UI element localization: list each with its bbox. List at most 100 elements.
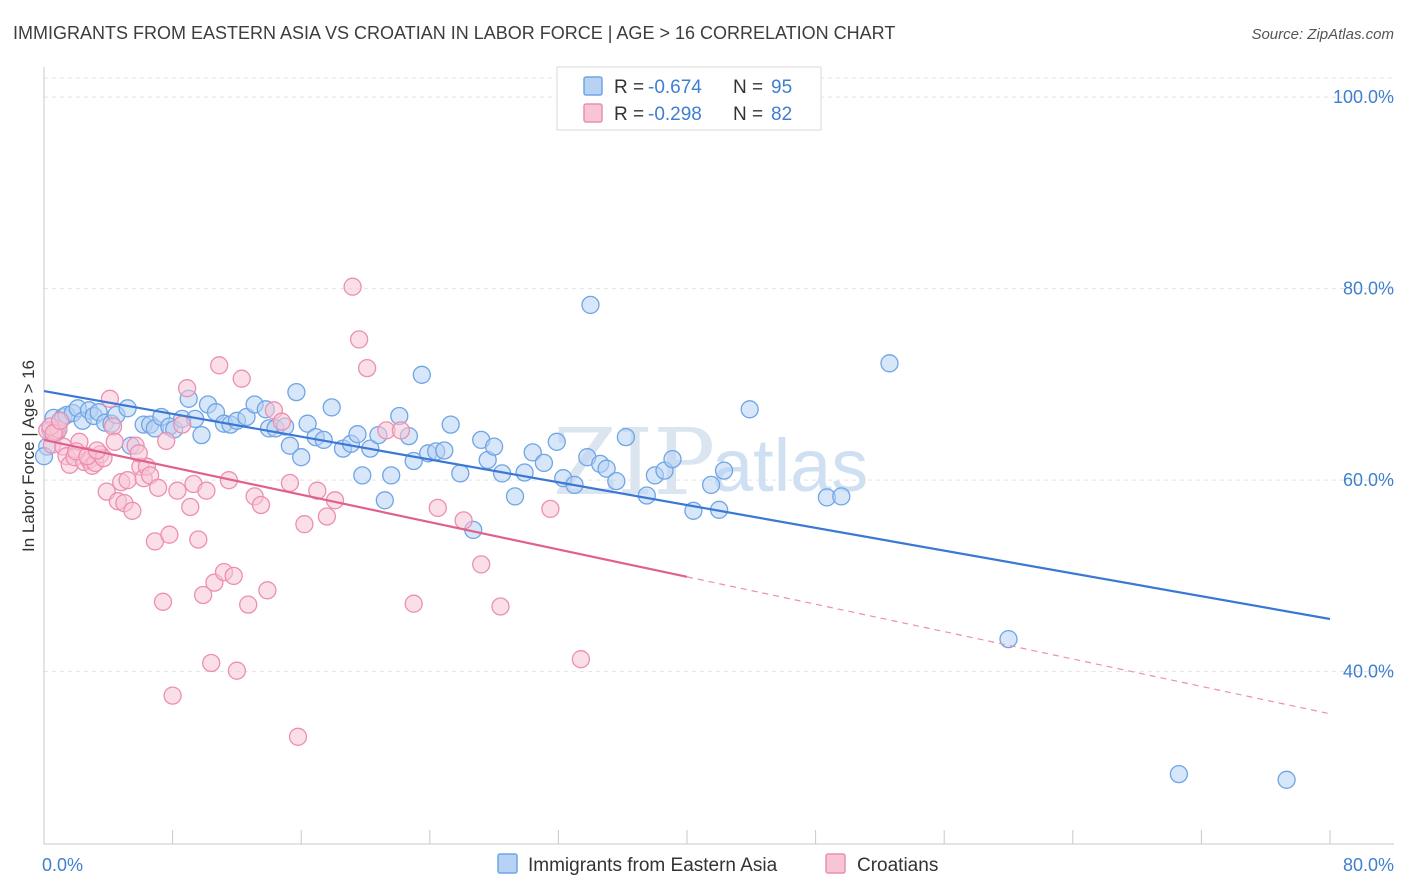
point-eastern-asia — [412, 365, 431, 384]
point-croatians — [163, 686, 182, 705]
point-croatians — [571, 650, 591, 669]
point-eastern-asia — [701, 475, 721, 495]
point-croatians — [454, 511, 473, 530]
point-eastern-asia — [484, 437, 504, 456]
point-croatians — [280, 473, 300, 493]
legend-n-label-eastern-asia: N = — [733, 77, 763, 98]
point-eastern-asia — [534, 453, 554, 473]
point-eastern-asia — [348, 425, 367, 444]
legend-swatch-eastern-asia — [583, 76, 603, 96]
trend-lines — [43, 390, 1331, 715]
legend-n-value-croatians: 82 — [771, 104, 792, 125]
point-croatians — [317, 507, 337, 526]
point-croatians — [181, 497, 200, 517]
point-croatians — [197, 481, 216, 500]
point-croatians — [153, 592, 173, 611]
point-croatians — [343, 277, 362, 296]
point-eastern-asia — [118, 399, 137, 418]
tick-labels: 100.0% 80.0% 60.0% 40.0% 0.0% 80.0% — [42, 87, 1394, 875]
legend-box: R = -0.674 N = 95 R = -0.298 N = 82 — [556, 66, 822, 131]
point-eastern-asia — [280, 436, 300, 455]
point-croatians — [404, 594, 423, 613]
legend-r-value-eastern-asia: -0.674 — [648, 77, 702, 98]
point-croatians — [193, 585, 213, 605]
point-croatians — [123, 501, 142, 520]
x-tick-label: 0.0% — [42, 855, 83, 875]
point-croatians — [391, 421, 411, 440]
point-croatians — [177, 379, 197, 398]
bottom-legend-label-eastern-asia: Immigrants from Eastern Asia — [528, 855, 778, 876]
point-croatians — [239, 595, 258, 614]
bottom-legend-swatch-eastern-asia — [497, 853, 518, 874]
point-croatians — [50, 411, 70, 430]
point-eastern-asia — [607, 471, 626, 491]
legend-r-value-croatians: -0.298 — [648, 104, 702, 125]
y-tick-label: 80.0% — [1343, 279, 1394, 299]
point-eastern-asia — [740, 400, 759, 419]
point-croatians — [357, 358, 377, 378]
point-croatians — [272, 412, 292, 431]
point-croatians — [189, 530, 208, 549]
bottom-legend-swatch-croatians — [825, 853, 846, 874]
point-eastern-asia — [616, 427, 636, 447]
chart-source: Source: ZipAtlas.com — [1251, 26, 1394, 43]
y-tick-label: 100.0% — [1333, 87, 1394, 107]
point-eastern-asia — [505, 487, 525, 506]
point-eastern-asia — [441, 415, 460, 434]
point-croatians — [210, 356, 229, 375]
point-croatians — [288, 727, 308, 746]
trend-line-eastern-asia — [43, 390, 1331, 621]
point-croatians — [105, 432, 124, 451]
point-eastern-asia — [292, 448, 311, 467]
point-croatians — [148, 478, 168, 497]
point-eastern-asia — [832, 487, 851, 506]
point-eastern-asia — [597, 459, 616, 478]
legend-n-value-eastern-asia: 95 — [771, 77, 792, 98]
point-croatians — [258, 581, 277, 600]
x-tick-label: 80.0% — [1343, 855, 1394, 875]
point-eastern-asia — [999, 629, 1018, 649]
point-eastern-asia — [637, 486, 656, 505]
point-eastern-asia — [1169, 764, 1189, 784]
point-croatians — [224, 566, 243, 586]
point-eastern-asia — [880, 354, 899, 373]
point-eastern-asia — [375, 491, 394, 510]
point-eastern-asia — [322, 398, 341, 417]
legend-r-label-croatians: R = — [614, 104, 644, 125]
point-croatians — [428, 498, 447, 518]
point-eastern-asia — [1277, 770, 1296, 789]
legend-n-label-croatians: N = — [733, 104, 763, 125]
point-eastern-asia — [382, 466, 401, 485]
point-croatians — [129, 444, 148, 463]
point-croatians — [202, 653, 221, 673]
point-eastern-asia — [663, 449, 682, 469]
point-eastern-asia — [287, 382, 306, 402]
point-eastern-asia — [435, 441, 454, 460]
y-tick-label: 60.0% — [1343, 470, 1394, 490]
bottom-legend-label-croatians: Croatians — [857, 855, 938, 876]
point-eastern-asia — [353, 466, 372, 485]
series-croatians-points — [38, 277, 591, 746]
legend-swatch-croatians — [583, 103, 603, 123]
point-croatians — [157, 431, 176, 451]
point-croatians — [118, 471, 137, 490]
legend-r-label-eastern-asia: R = — [614, 77, 644, 98]
point-croatians — [103, 417, 123, 436]
point-eastern-asia — [581, 295, 600, 315]
point-croatians — [472, 555, 491, 574]
point-eastern-asia — [515, 463, 534, 482]
point-eastern-asia — [547, 432, 566, 451]
point-croatians — [168, 481, 187, 500]
watermark-zip: ZIP — [553, 409, 715, 516]
y-tick-label: 40.0% — [1343, 662, 1394, 682]
point-croatians — [295, 515, 314, 534]
point-croatians — [491, 597, 510, 616]
point-croatians — [232, 369, 251, 388]
point-croatians — [349, 330, 369, 349]
point-croatians — [227, 661, 247, 680]
point-croatians — [160, 525, 179, 544]
point-eastern-asia — [523, 443, 542, 462]
point-croatians — [541, 499, 560, 519]
point-eastern-asia — [714, 461, 734, 480]
